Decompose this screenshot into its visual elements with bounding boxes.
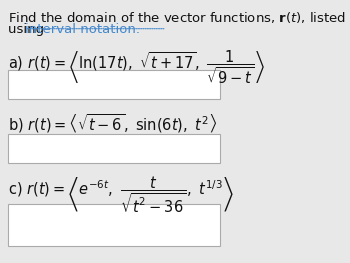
FancyBboxPatch shape — [8, 134, 219, 163]
Text: using: using — [8, 23, 49, 36]
FancyBboxPatch shape — [8, 70, 219, 99]
Text: a) $r(t) = \left\langle \ln(17t),\ \sqrt{t+17},\ \dfrac{1}{\sqrt{9-t}} \right\ra: a) $r(t) = \left\langle \ln(17t),\ \sqrt… — [8, 48, 265, 86]
FancyBboxPatch shape — [8, 204, 219, 246]
Text: interval notation.: interval notation. — [25, 23, 140, 36]
Text: c) $r(t) = \left\langle e^{-6t},\ \dfrac{t}{\sqrt{t^2-36}},\ t^{1/3} \right\rang: c) $r(t) = \left\langle e^{-6t},\ \dfrac… — [8, 174, 234, 215]
Text: Find the domain of the vector functions, $\mathbf{r}(t)$, listed below.: Find the domain of the vector functions,… — [8, 11, 350, 26]
Text: b) $r(t) = \left\langle \sqrt{t-6},\ \sin(6t),\ t^2 \right\rangle$: b) $r(t) = \left\langle \sqrt{t-6},\ \si… — [8, 112, 218, 135]
